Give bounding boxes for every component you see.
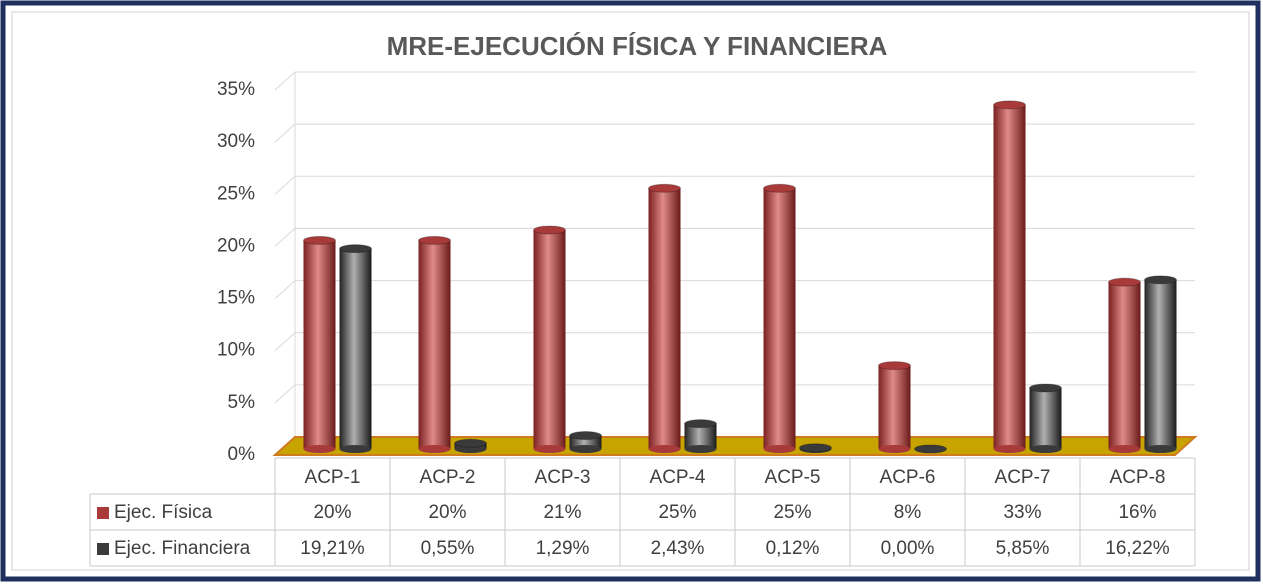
bar-cap <box>569 431 602 441</box>
bar-base <box>684 445 717 453</box>
bar-base <box>303 445 336 453</box>
data-label: 1,29% <box>536 538 590 559</box>
bar-cap <box>648 183 681 193</box>
legend-swatch <box>97 543 109 555</box>
data-label: 20% <box>428 502 466 523</box>
grid-depth <box>274 123 296 143</box>
grid-depth <box>274 175 296 195</box>
x-tick-label: ACP-4 <box>650 467 706 488</box>
grid-depth <box>274 384 296 404</box>
grid-depth <box>274 332 296 352</box>
bar-base <box>1108 445 1141 453</box>
bar-cap <box>454 438 487 448</box>
bar <box>684 423 717 449</box>
inner-frame <box>11 11 1250 571</box>
bar-cap <box>1108 277 1141 287</box>
x-tick-label: ACP-2 <box>420 467 476 488</box>
chart-title: MRE-EJECUCIÓN FÍSICA Y FINANCIERA <box>387 31 888 61</box>
x-tick-label: ACP-1 <box>305 467 361 488</box>
y-tick-label: 0% <box>228 444 256 465</box>
bar-base <box>454 445 487 453</box>
y-tick-label: 20% <box>217 235 255 256</box>
bar <box>339 248 372 449</box>
legend-label: Ejec. Financiera <box>114 538 251 559</box>
data-label: 19,21% <box>300 538 365 559</box>
bar <box>763 188 796 450</box>
bar-base <box>878 445 911 453</box>
legend-swatch <box>97 507 109 519</box>
bar-cap <box>993 100 1026 110</box>
data-label: 16% <box>1118 502 1156 523</box>
y-tick-label: 30% <box>217 131 255 152</box>
bar-base <box>339 445 372 453</box>
bar-base <box>648 445 681 453</box>
bar <box>533 230 566 449</box>
bar <box>303 240 336 449</box>
x-tick-label: ACP-5 <box>765 467 821 488</box>
grid-depth <box>274 280 296 299</box>
x-tick-label: ACP-7 <box>995 467 1051 488</box>
bar-base <box>993 445 1026 453</box>
data-label: 21% <box>543 502 581 523</box>
data-label: 33% <box>1003 502 1041 523</box>
bar-base <box>1029 445 1062 453</box>
legend-label: Ejec. Física <box>114 502 213 523</box>
data-label: 8% <box>894 502 922 523</box>
bar-cap <box>684 419 717 429</box>
bar <box>1108 282 1141 449</box>
bar <box>878 365 911 449</box>
bar <box>418 240 451 449</box>
bar-cap <box>1029 383 1062 393</box>
floor <box>272 436 1198 456</box>
bar-cap <box>303 235 336 245</box>
grid-depth <box>274 71 296 91</box>
y-tick-label: 10% <box>217 340 255 361</box>
bar-cap <box>339 244 372 254</box>
bar <box>1029 387 1062 449</box>
x-tick-label: ACP-8 <box>1110 467 1166 488</box>
data-label: 20% <box>313 502 351 523</box>
data-label: 2,43% <box>651 538 705 559</box>
y-tick-label: 35% <box>217 79 255 100</box>
bar-cap <box>763 183 796 193</box>
data-label: 0,00% <box>881 538 935 559</box>
data-label: 5,85% <box>996 538 1050 559</box>
bar-base <box>533 445 566 453</box>
x-tick-label: ACP-3 <box>535 467 591 488</box>
data-label: 25% <box>773 502 811 523</box>
bar-cap <box>799 443 832 453</box>
bar-cap <box>878 361 911 371</box>
data-label: 0,55% <box>421 538 475 559</box>
bar-base <box>569 445 602 453</box>
bar <box>648 188 681 450</box>
bar-base <box>418 445 451 453</box>
bar-cap <box>418 235 451 245</box>
data-label: 16,22% <box>1105 538 1170 559</box>
x-tick-label: ACP-6 <box>880 467 936 488</box>
y-tick-label: 25% <box>217 183 255 204</box>
bar-cap <box>533 225 566 235</box>
bar-base <box>1144 445 1177 453</box>
bar <box>993 104 1026 449</box>
data-label: 0,12% <box>766 538 820 559</box>
bar-cap <box>914 444 947 454</box>
bar-base <box>763 445 796 453</box>
data-label: 25% <box>658 502 696 523</box>
bar-cap <box>1144 275 1177 285</box>
bar <box>1144 279 1177 449</box>
grid-depth <box>274 228 296 247</box>
y-tick-label: 5% <box>228 392 256 413</box>
y-tick-label: 15% <box>217 288 255 309</box>
